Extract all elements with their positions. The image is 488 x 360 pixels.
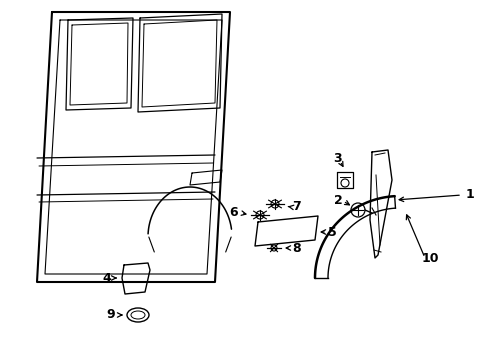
Text: 10: 10 — [420, 252, 438, 265]
Text: 1: 1 — [465, 189, 473, 202]
Text: 2: 2 — [333, 194, 342, 207]
Text: 8: 8 — [291, 242, 300, 255]
Text: 6: 6 — [229, 207, 238, 220]
Text: 9: 9 — [106, 309, 115, 321]
Text: 3: 3 — [333, 152, 342, 165]
Text: 7: 7 — [291, 201, 300, 213]
Text: 5: 5 — [327, 225, 336, 238]
Text: 4: 4 — [102, 271, 111, 284]
